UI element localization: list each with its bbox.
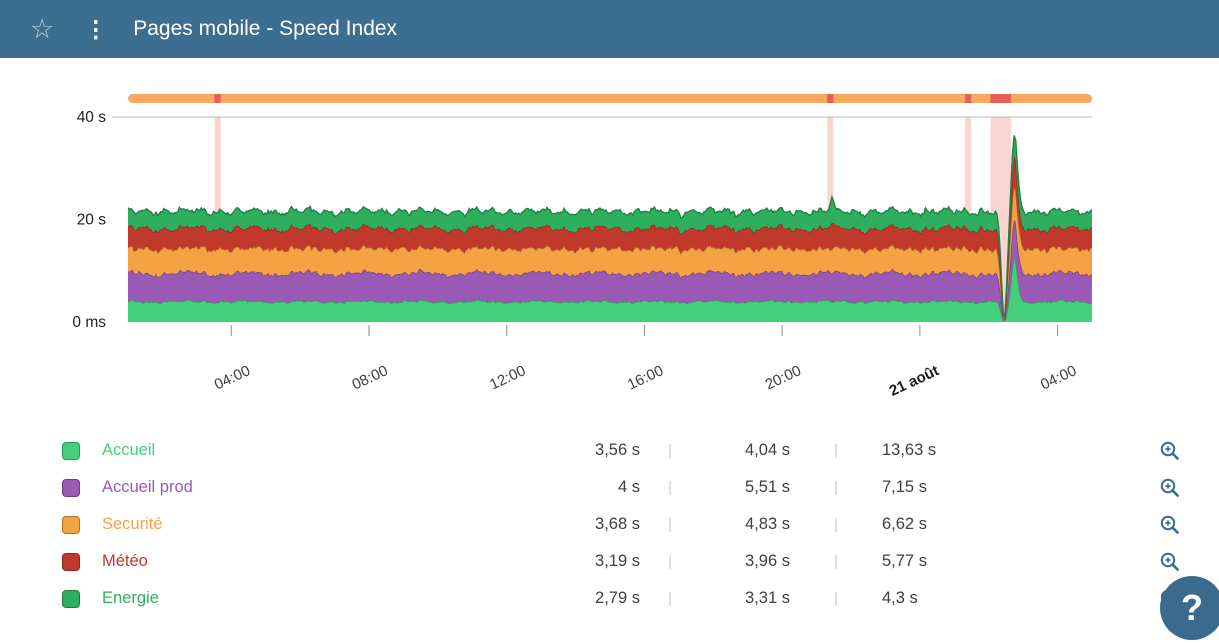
value-divider: | bbox=[668, 516, 672, 533]
series-color-swatch[interactable] bbox=[62, 515, 80, 534]
series-stat-3: 7,15 s bbox=[882, 478, 927, 496]
series-label[interactable]: Accueil bbox=[102, 441, 156, 459]
series-color-swatch[interactable] bbox=[62, 478, 80, 497]
series-stat-2: 4,04 s bbox=[745, 441, 790, 459]
y-tick-label: 0 ms bbox=[72, 314, 106, 331]
page-title: Pages mobile - Speed Index bbox=[133, 17, 398, 40]
status-incident-segment[interactable] bbox=[827, 94, 834, 103]
zoom-in-icon[interactable] bbox=[1159, 551, 1181, 573]
value-divider: | bbox=[668, 479, 672, 496]
x-tick-label: 16:00 bbox=[625, 362, 666, 393]
series-stat-3: 13,63 s bbox=[882, 441, 937, 459]
series-area-Securité[interactable] bbox=[128, 186, 1092, 320]
y-tick-label: 40 s bbox=[77, 109, 107, 126]
value-divider: | bbox=[834, 442, 838, 459]
kebab-menu-icon[interactable]: ⋮ bbox=[84, 15, 108, 42]
value-divider: | bbox=[834, 516, 838, 533]
series-outline-Energie bbox=[127, 135, 1093, 317]
legend-row: Accueil prod 4 s | 5,51 s | 7,15 s bbox=[0, 469, 1219, 506]
series-color-swatch[interactable] bbox=[62, 552, 80, 571]
zoom-in-icon[interactable] bbox=[1159, 514, 1181, 536]
series-stat-3: 6,62 s bbox=[882, 515, 927, 533]
zoom-in-icon[interactable] bbox=[1159, 440, 1181, 462]
favorite-star-icon[interactable]: ☆ bbox=[30, 13, 55, 44]
series-area-Accueil[interactable] bbox=[128, 256, 1092, 322]
series-stat-2: 3,31 s bbox=[745, 589, 790, 607]
x-tick-label: 04:00 bbox=[1038, 362, 1079, 393]
help-button[interactable]: ? bbox=[1160, 576, 1219, 640]
value-divider: | bbox=[834, 479, 838, 496]
value-divider: | bbox=[834, 590, 838, 607]
value-divider: | bbox=[668, 553, 672, 570]
series-area-Energie[interactable] bbox=[128, 135, 1092, 318]
status-incident-segment[interactable] bbox=[214, 94, 221, 103]
legend-row: Energie 2,79 s | 3,31 s | 4,3 s bbox=[0, 580, 1219, 617]
legend-row: Securité 3,68 s | 4,83 s | 6,62 s bbox=[0, 506, 1219, 543]
stacked-area-chart-canvas[interactable]: 04:00 08:00 12:00 16:00 20:00 21 août 04:00 0 m… bbox=[0, 58, 1219, 410]
x-tick-label: 21 août bbox=[887, 362, 942, 400]
x-tick-label: 04:00 bbox=[212, 362, 253, 393]
series-color-swatch[interactable] bbox=[62, 441, 80, 460]
legend-row: Météo 3,19 s | 3,96 s | 5,77 s bbox=[0, 543, 1219, 580]
status-incident-segment[interactable] bbox=[990, 94, 1012, 103]
x-tick-label: 08:00 bbox=[349, 362, 390, 393]
series-stat-1: 3,56 s bbox=[595, 441, 640, 459]
series-label[interactable]: Météo bbox=[102, 552, 148, 570]
x-tick-label: 20:00 bbox=[763, 362, 804, 393]
x-tick-label: 12:00 bbox=[487, 362, 528, 393]
header-bar: ☆ ⋮ Pages mobile - Speed Index bbox=[0, 0, 1219, 58]
series-outline-Accueil bbox=[127, 255, 1093, 322]
series-legend-table: Accueil 3,56 s | 4,04 s | 13,63 s Accuei… bbox=[0, 432, 1219, 617]
value-divider: | bbox=[834, 553, 838, 570]
series-area-Accueil prod[interactable] bbox=[128, 219, 1092, 321]
series-label[interactable]: Accueil prod bbox=[102, 478, 193, 496]
series-stat-3: 4,3 s bbox=[882, 589, 918, 607]
y-tick-label: 20 s bbox=[77, 212, 107, 229]
series-area-Météo[interactable] bbox=[128, 156, 1092, 319]
speed-index-chart[interactable]: 04:00 08:00 12:00 16:00 20:00 21 août 04:00 0 m… bbox=[0, 58, 1219, 410]
zoom-in-icon[interactable] bbox=[1159, 477, 1181, 499]
series-label[interactable]: Energie bbox=[102, 589, 159, 607]
series-stat-1: 4 s bbox=[617, 478, 640, 496]
series-stat-2: 3,96 s bbox=[745, 552, 790, 570]
series-stat-2: 5,51 s bbox=[745, 478, 790, 496]
series-stat-1: 3,68 s bbox=[595, 515, 640, 533]
series-stat-1: 3,19 s bbox=[595, 552, 640, 570]
series-stat-3: 5,77 s bbox=[882, 552, 927, 570]
series-stat-2: 4,83 s bbox=[745, 515, 790, 533]
status-timeline-bar[interactable] bbox=[128, 94, 1092, 103]
series-color-swatch[interactable] bbox=[62, 589, 80, 608]
series-stat-1: 2,79 s bbox=[595, 589, 640, 607]
legend-row: Accueil 3,56 s | 4,04 s | 13,63 s bbox=[0, 432, 1219, 469]
value-divider: | bbox=[668, 590, 672, 607]
value-divider: | bbox=[668, 442, 672, 459]
series-label[interactable]: Securité bbox=[102, 515, 163, 533]
status-incident-segment[interactable] bbox=[964, 94, 972, 103]
